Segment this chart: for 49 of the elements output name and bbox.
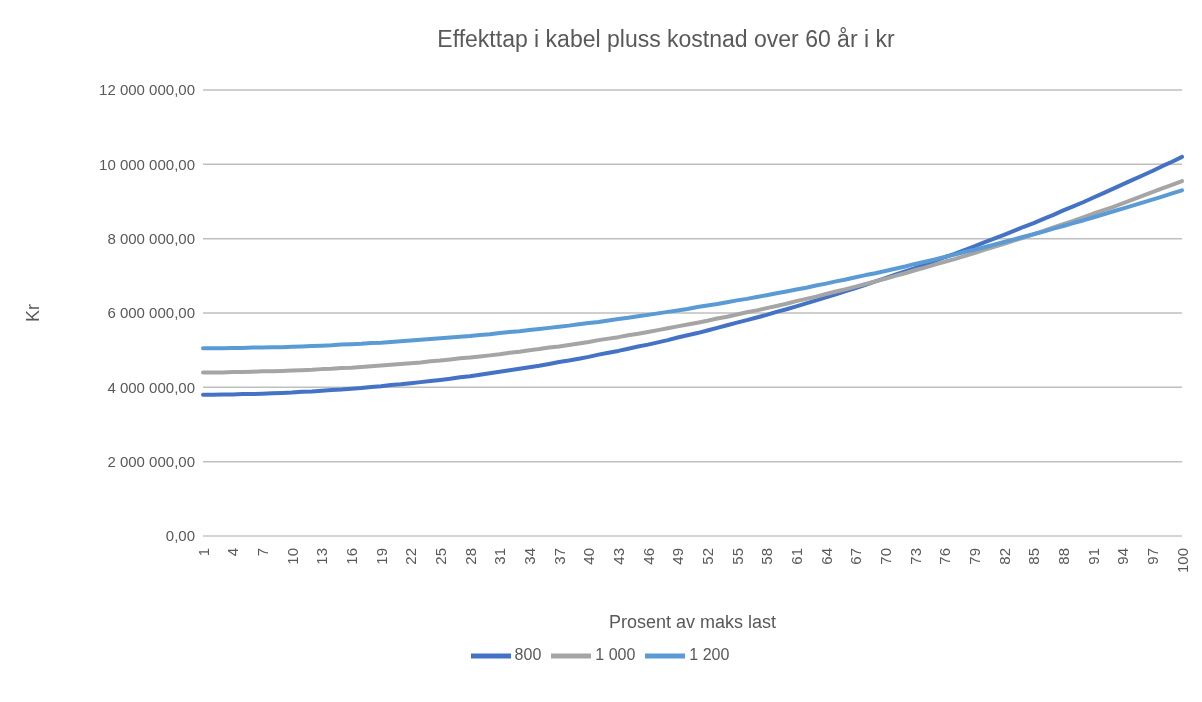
y-tick-label: 12 000 000,00 [99,81,195,99]
line-series [201,179,1184,375]
x-tick-label: 91 [1084,548,1102,565]
y-tick-label: 2 000 000,00 [107,452,195,470]
x-tick-label: 76 [936,548,954,565]
legend-label: 1 200 [689,646,730,664]
legend-label: 1 000 [595,646,636,664]
x-tick-label: 70 [876,548,894,565]
x-tick-label: 88 [1054,548,1072,565]
y-tick-label: 10 000 000,00 [99,155,195,173]
x-tick-label: 40 [580,548,598,565]
x-tick-label: 31 [491,548,509,565]
x-tick-label: 79 [965,548,983,565]
legend-label: 800 [514,646,542,664]
x-tick-label: 19 [372,548,390,565]
x-tick-label: 25 [431,548,449,565]
x-axis-title: Prosent av maks last [608,612,777,632]
x-tick-label: 61 [787,548,805,565]
x-tick-label: 4 [224,548,242,557]
x-tick-label: 52 [698,548,716,565]
x-tick-label: 1 [194,548,212,557]
x-tick-label: 49 [669,548,687,565]
x-tick-label: 94 [1114,548,1132,565]
x-tick-label: 22 [402,548,420,565]
x-tick-label: 85 [1025,548,1043,565]
x-tick-label: 16 [342,548,360,565]
x-tick-label: 100 [1173,548,1191,574]
x-tick-label: 46 [639,548,657,565]
x-tick-label: 55 [728,548,746,565]
x-tick-label: 13 [313,548,331,565]
y-axis-title: Kr [23,303,44,322]
y-tick-label: 8 000 000,00 [107,229,195,247]
x-tick-label: 82 [995,548,1013,565]
x-tick-label: 43 [609,548,627,565]
y-tick-label: 4 000 000,00 [107,378,195,396]
x-tick-label: 97 [1143,548,1161,565]
y-tick-label: 6 000 000,00 [107,304,195,322]
x-tick-label: 67 [847,548,865,565]
x-tick-label: 34 [520,548,538,565]
line-series [201,188,1184,351]
chart-title: Effekttap i kabel pluss kostnad over 60 år i kr [436,25,896,54]
x-tick-label: 73 [906,548,924,565]
y-tick-label: 0,00 [165,527,195,545]
x-tick-label: 58 [758,548,776,565]
x-tick-label: 28 [461,548,479,565]
x-tick-label: 37 [550,548,568,565]
x-tick-label: 64 [817,548,835,565]
x-tick-label: 7 [253,548,271,557]
x-tick-label: 10 [283,548,301,565]
